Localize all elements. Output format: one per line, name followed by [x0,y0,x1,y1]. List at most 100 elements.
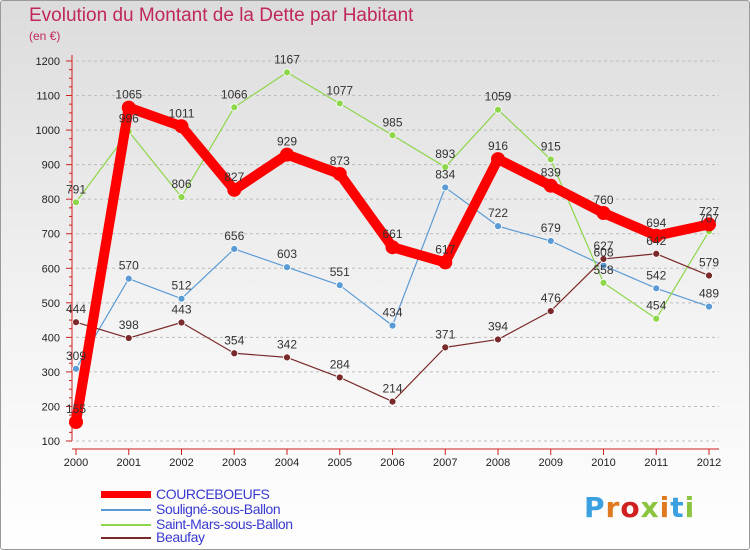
data-label: 929 [277,135,297,149]
data-label: 454 [646,299,666,313]
data-point [652,314,661,323]
brand-logo-letter: o [620,491,641,524]
data-point [388,397,397,406]
data-label: 760 [593,193,613,207]
data-point [283,353,291,362]
data-label: 916 [488,139,508,153]
data-label: 661 [382,227,402,241]
data-point [72,364,80,373]
legend-swatch [101,491,151,498]
series-layer [69,68,716,429]
data-point [491,152,505,167]
x-tick-label: 2006 [380,457,404,469]
data-point [438,255,453,270]
data-label: 570 [119,259,139,273]
data-point [177,318,186,327]
data-point [72,198,80,207]
brand-logo-letter: P [584,491,606,524]
data-point [599,278,608,287]
data-point [705,271,713,280]
brand-logo-letter: x [640,491,660,524]
data-label: 1065 [115,88,142,102]
data-label: 443 [171,303,191,317]
y-axis-ticks: 100 200 300 400 500 600 700 800 900 1000 1100 1200 [36,56,60,448]
data-label: 839 [541,166,561,180]
data-point [388,131,397,140]
x-tick-label: 2009 [539,457,563,469]
data-label: 694 [646,216,666,230]
chart-title: Evolution du Montant de la Dette par Hab… [29,5,414,26]
data-point [230,103,239,112]
y-tick-label: 200 [42,401,60,413]
x-tick-label: 2010 [591,457,615,469]
data-point [599,255,608,263]
data-label: 542 [646,268,666,282]
data-label: 309 [66,349,86,363]
data-point [335,281,344,290]
x-tick-label: 2001 [117,457,141,469]
data-label: 1011 [169,106,195,120]
data-label: 1059 [485,90,512,104]
data-label: 656 [224,229,244,243]
axes [66,55,719,455]
legend-swatch [101,509,151,511]
series [72,183,713,373]
data-point [124,274,133,283]
data-label: 394 [488,319,508,333]
data-label: 915 [541,139,561,153]
data-label: 617 [435,242,455,256]
x-tick-label: 2000 [64,457,88,469]
legend-label: Saint-Mars-sous-Ballon [156,516,293,532]
data-label: 342 [277,337,297,351]
legend-label: COURCEBOEUFS [156,486,270,502]
data-point [494,335,502,344]
brand-logo-letter: r [605,491,621,524]
data-label: 985 [382,115,402,129]
data-point [177,193,186,202]
data-point [649,228,664,243]
data-label: 371 [435,327,455,341]
series [72,249,713,406]
data-point [174,119,189,134]
y-tick-label: 800 [42,194,60,206]
legend-label: Beaufay [156,529,205,545]
brand-logo: Proxiti [584,491,695,524]
data-point [652,249,661,258]
data-label: 489 [699,287,719,301]
x-axis-ticks: 2000 2001 2002 2003 2004 2005 2006 2007 2008 2009… [64,457,721,469]
data-point [177,294,186,303]
y-tick-label: 100 [42,436,60,448]
data-point [546,307,555,316]
data-point [335,99,344,108]
y-tick-label: 1000 [36,125,60,137]
data-label: 727 [699,204,719,218]
data-label: 551 [330,265,350,279]
x-tick-label: 2007 [433,457,457,469]
legend-swatch [101,524,151,526]
series [69,100,716,429]
data-point [121,100,136,115]
data-point [69,415,83,429]
x-tick-label: 2008 [486,457,510,469]
y-tick-label: 700 [42,229,60,241]
data-label: 284 [330,357,350,371]
data-point [230,245,239,253]
data-point [230,349,239,358]
data-point [494,222,502,231]
y-tick-label: 400 [42,332,60,344]
data-label: 707 [699,211,719,225]
data-point [72,318,80,327]
data-point [388,321,397,330]
data-point [283,263,291,272]
data-label: 434 [382,306,402,320]
data-point [543,178,558,193]
data-label: 354 [224,333,244,347]
x-tick-label: 2011 [644,457,668,469]
brand-logo-letter: t [670,491,685,524]
data-label: 512 [171,279,191,293]
data-label: 1077 [326,83,353,97]
grid [76,60,719,442]
data-point [702,217,716,232]
y-tick-label: 900 [42,160,60,172]
